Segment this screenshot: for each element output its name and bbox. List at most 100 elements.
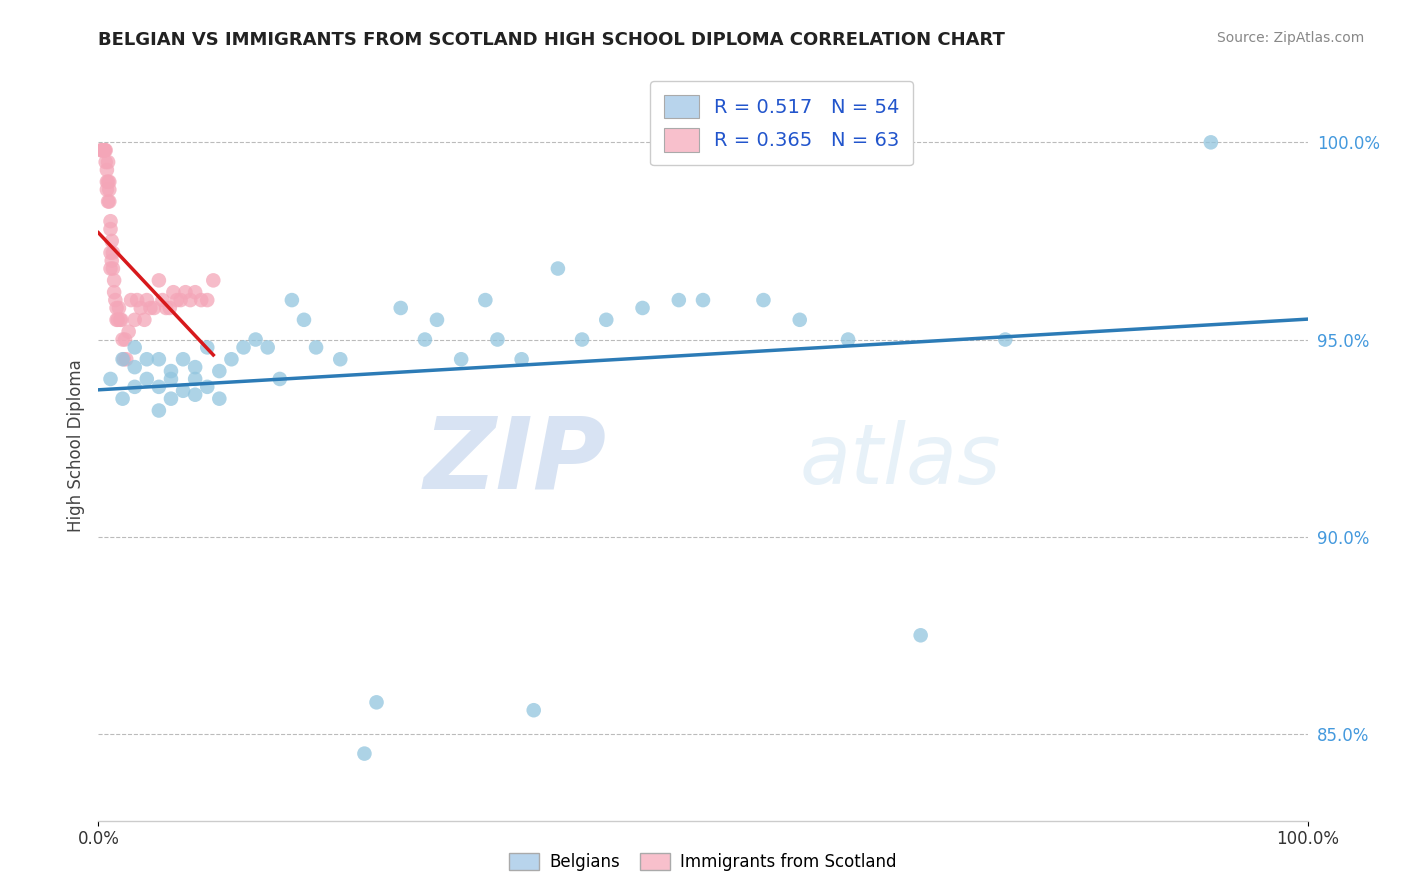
Point (110, 313, 132, 327)
Point (100, 222, 122, 236)
Point (179, 293, 201, 307)
Point (269, 372, 291, 386)
Point (305, 340, 328, 354)
Point (366, 695, 388, 709)
Point (124, 360, 146, 375)
Point (135, 372, 157, 386)
Point (172, 384, 194, 398)
Point (789, 313, 811, 327)
Point (91, 143, 114, 157)
Point (118, 325, 141, 339)
Point (135, 352, 157, 367)
Point (100, 234, 122, 248)
Point (245, 333, 267, 347)
Point (111, 352, 134, 367)
Point (108, 301, 131, 315)
Point (208, 392, 231, 406)
Text: ZIP: ZIP (423, 412, 606, 509)
Point (256, 340, 278, 354)
Point (190, 293, 212, 307)
Point (174, 285, 197, 300)
Point (97, 194, 120, 209)
Point (94, 143, 117, 157)
Point (100, 372, 122, 386)
Point (166, 293, 188, 307)
Point (329, 352, 352, 367)
Point (486, 333, 509, 347)
Point (114, 333, 136, 347)
Point (692, 293, 714, 307)
Point (101, 245, 124, 260)
Point (96, 175, 118, 189)
Point (96, 163, 118, 178)
Point (426, 313, 449, 327)
Point (139, 301, 162, 315)
Text: Source: ZipAtlas.com: Source: ZipAtlas.com (1216, 31, 1364, 45)
Point (160, 364, 183, 378)
Point (111, 392, 134, 406)
Point (184, 372, 207, 386)
Point (101, 261, 124, 276)
Point (100, 245, 122, 260)
Point (127, 293, 149, 307)
Point (162, 285, 184, 300)
Point (104, 293, 127, 307)
Point (148, 380, 170, 394)
Point (413, 333, 436, 347)
Point (100, 214, 122, 228)
Point (910, 628, 932, 642)
Point (353, 747, 375, 761)
Point (93, 143, 115, 157)
Point (124, 380, 146, 394)
Point (169, 293, 191, 307)
Point (523, 703, 546, 717)
Point (135, 293, 157, 307)
Point (184, 285, 207, 300)
Point (202, 273, 225, 287)
Point (91, 143, 114, 157)
Point (96, 183, 118, 197)
Point (184, 360, 207, 375)
Point (752, 293, 775, 307)
Point (98, 183, 121, 197)
Point (510, 352, 533, 367)
Point (292, 313, 315, 327)
Point (281, 293, 304, 307)
Point (97, 155, 120, 169)
Y-axis label: High School Diploma: High School Diploma (66, 359, 84, 533)
Point (124, 340, 146, 354)
Point (112, 352, 135, 367)
Point (93, 143, 115, 157)
Point (107, 313, 129, 327)
Point (100, 253, 122, 268)
Point (100, 261, 122, 276)
Point (108, 313, 131, 327)
Point (148, 403, 170, 417)
Point (160, 392, 183, 406)
Point (221, 352, 243, 367)
Point (668, 293, 690, 307)
Point (195, 380, 218, 394)
Point (195, 340, 218, 354)
Point (103, 273, 125, 287)
Point (143, 301, 166, 315)
Point (90, 143, 112, 157)
Point (91, 143, 114, 157)
Point (98, 175, 121, 189)
Point (1199, 136, 1222, 150)
Point (837, 333, 859, 347)
Point (160, 372, 183, 386)
Point (108, 825, 131, 839)
Point (450, 352, 472, 367)
Legend: Belgians, Immigrants from Scotland: Belgians, Immigrants from Scotland (501, 845, 905, 880)
Point (148, 352, 170, 367)
Point (152, 293, 174, 307)
Point (105, 301, 128, 315)
Point (595, 313, 617, 327)
Point (172, 352, 194, 367)
Point (98, 194, 121, 209)
Legend: R = 0.517   N = 54, R = 0.365   N = 63: R = 0.517 N = 54, R = 0.365 N = 63 (650, 81, 912, 166)
Point (159, 301, 181, 315)
Point (103, 285, 125, 300)
Point (195, 293, 218, 307)
